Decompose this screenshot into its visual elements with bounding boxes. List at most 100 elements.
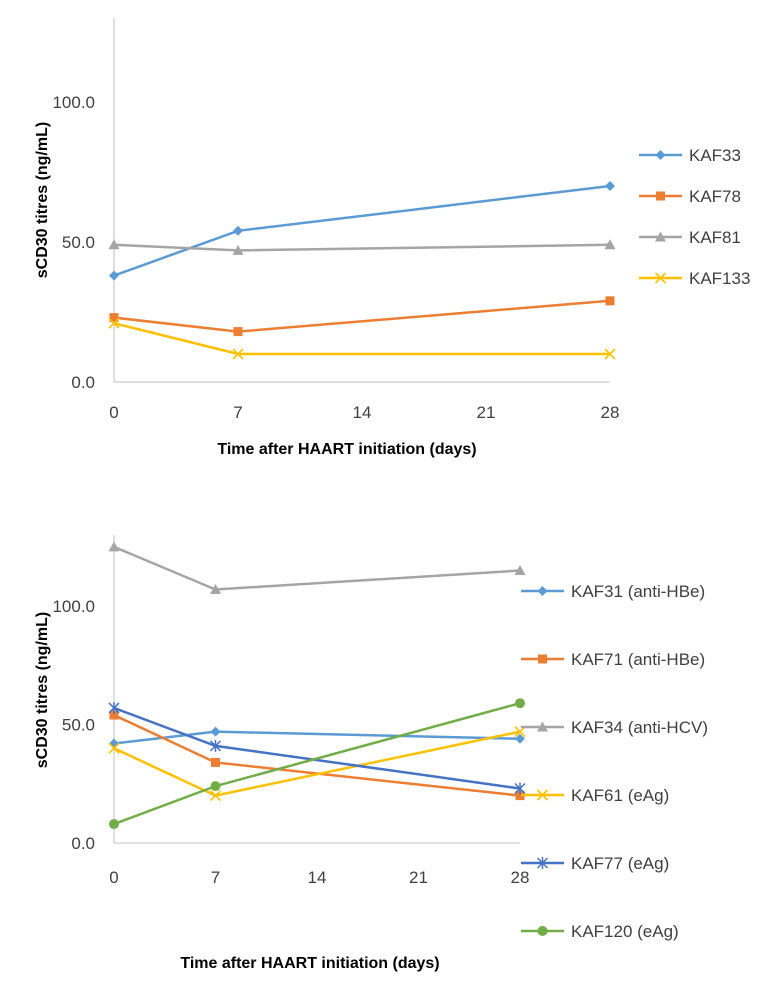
data-point [515, 733, 525, 744]
y-axis-title: sCD30 titres (ng/mL) [34, 612, 51, 768]
data-point [109, 710, 119, 720]
series-0 [109, 181, 615, 281]
legend-item: KAF133 [639, 269, 750, 288]
series-2 [108, 541, 526, 594]
legend-item: KAF78 [639, 187, 741, 206]
x-axis-title: Time after HAART initiation (days) [217, 441, 476, 458]
x-tick-label: 28 [511, 868, 530, 887]
legend-item: KAF120 (eAg) [521, 922, 679, 941]
legend-marker [655, 231, 666, 242]
data-point [605, 181, 615, 191]
series-line [113, 730, 521, 745]
legend-marker [537, 721, 548, 732]
y-axis-title: sCD30 titres (ng/mL) [34, 122, 51, 278]
series-0 [109, 726, 525, 749]
legend-marker [654, 272, 667, 284]
legend-label: KAF34 (anti-HCV) [571, 718, 708, 737]
data-point [232, 348, 244, 360]
legend-marker [538, 654, 547, 664]
legend-marker [536, 789, 549, 801]
data-point [604, 239, 616, 250]
legend-item: KAF81 [639, 228, 741, 247]
legend-marker [656, 191, 665, 201]
data-point [108, 742, 120, 754]
series-3 [108, 317, 616, 360]
data-point [109, 313, 119, 323]
data-point [210, 583, 221, 594]
legend-label: KAF81 [689, 228, 741, 247]
data-point [211, 757, 220, 767]
series-1 [109, 710, 525, 801]
legend-marker [537, 586, 548, 596]
x-tick-label: 7 [211, 868, 220, 887]
series-line [113, 321, 610, 356]
data-point [514, 565, 526, 576]
data-point [109, 738, 119, 749]
data-point [514, 726, 526, 738]
series-4 [108, 701, 526, 795]
legend-item: KAF61 (eAg) [521, 786, 669, 805]
legend-label: KAF31 (anti-HBe) [571, 582, 705, 601]
y-tick-label: 50.0 [62, 233, 95, 252]
legend-label: KAF120 (eAg) [571, 922, 679, 941]
x-axis-title: Time after HAART initiation (days) [180, 955, 439, 972]
data-point [515, 791, 525, 801]
data-point [109, 270, 119, 281]
chart-bottom: 0.0 50.0 100.0 0 7 14 21 28 Time after HAART ini… [34, 535, 708, 972]
data-point [604, 348, 616, 360]
series-5 [109, 698, 525, 830]
data-point [108, 317, 120, 329]
legend-label: KAF133 [689, 269, 750, 288]
data-point [233, 225, 243, 236]
series-line [113, 299, 611, 333]
y-tick-label: 100.0 [52, 597, 95, 616]
legend-label: KAF71 (anti-HBe) [571, 650, 705, 669]
x-tick-label: 21 [477, 403, 496, 422]
data-point [515, 698, 525, 709]
legend-item: KAF31 (anti-HBe) [521, 582, 705, 601]
data-point [108, 239, 120, 250]
legend-label: KAF61 (eAg) [571, 786, 669, 805]
y-tick-label: 100.0 [52, 93, 95, 112]
series-2 [108, 239, 616, 255]
legend-marker [655, 150, 666, 160]
x-tick-label: 28 [601, 403, 620, 422]
legend-item: KAF77 (eAg) [521, 854, 669, 873]
series-line [113, 713, 521, 797]
chart-top: 0.0 50.0 100.0 0 7 14 21 28 Time after HAART ini… [34, 18, 750, 458]
y-tick-label: 0.0 [71, 373, 95, 392]
x-tick-label: 7 [233, 403, 242, 422]
legend-marker [536, 857, 549, 869]
x-tick-label: 0 [109, 403, 118, 422]
series-1 [109, 296, 615, 337]
legend-label: KAF78 [689, 187, 741, 206]
data-point [109, 819, 119, 830]
series-line [113, 730, 521, 797]
legend-item: KAF71 (anti-HBe) [521, 650, 705, 669]
series-line [113, 545, 521, 591]
y-tick-label: 50.0 [62, 716, 95, 735]
x-tick-label: 14 [353, 403, 372, 422]
data-point [605, 296, 615, 306]
data-point [233, 327, 243, 337]
x-tick-label: 0 [109, 868, 118, 887]
data-point [209, 739, 222, 752]
data-point [108, 541, 120, 552]
legend-label: KAF33 [689, 146, 741, 165]
legend-item: KAF34 (anti-HCV) [521, 718, 708, 737]
legend-item: KAF33 [639, 146, 741, 165]
y-tick-label: 0.0 [71, 834, 95, 853]
legend-label: KAF77 (eAg) [571, 854, 669, 873]
data-point [232, 244, 244, 255]
x-tick-label: 14 [308, 868, 327, 887]
data-point [210, 726, 221, 737]
data-point [210, 781, 221, 792]
data-point [209, 790, 222, 802]
series-3 [108, 726, 526, 802]
legend-marker [537, 926, 548, 936]
x-tick-label: 21 [409, 868, 428, 887]
series-line [113, 702, 521, 826]
data-point [514, 782, 526, 795]
